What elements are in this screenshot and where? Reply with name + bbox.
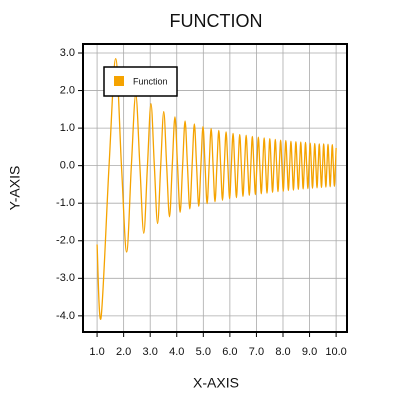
legend-swatch — [114, 76, 124, 86]
plot-frame — [82, 43, 348, 333]
x-tick-label: 9.0 — [302, 346, 317, 358]
x-axis-label: X-AXIS — [193, 375, 239, 391]
x-tick-label: 10.0 — [325, 346, 346, 358]
legend-label: Function — [133, 76, 168, 86]
x-tick-label: 1.0 — [89, 346, 104, 358]
x-tick-label: 7.0 — [249, 346, 264, 358]
y-tick-label: -2.0 — [56, 235, 75, 247]
legend: Function — [103, 66, 178, 97]
y-tick-label: 3.0 — [60, 47, 75, 59]
y-axis-label: Y-AXIS — [7, 166, 23, 211]
y-tick-label: 2.0 — [60, 84, 75, 96]
x-tick-label: 3.0 — [143, 346, 158, 358]
x-tick-label: 6.0 — [222, 346, 237, 358]
y-tick-label: -4.0 — [56, 310, 75, 322]
y-tick-label: 0.0 — [60, 160, 75, 172]
x-tick-label: 2.0 — [116, 346, 131, 358]
y-tick-label: -3.0 — [56, 272, 75, 284]
y-tick-label: -1.0 — [56, 197, 75, 209]
x-tick-label: 4.0 — [169, 346, 184, 358]
data-line — [96, 57, 337, 320]
x-tick-label: 8.0 — [275, 346, 290, 358]
y-tick-label: 1.0 — [60, 122, 75, 134]
chart-title: FUNCTION — [170, 11, 263, 31]
x-tick-label: 5.0 — [196, 346, 211, 358]
